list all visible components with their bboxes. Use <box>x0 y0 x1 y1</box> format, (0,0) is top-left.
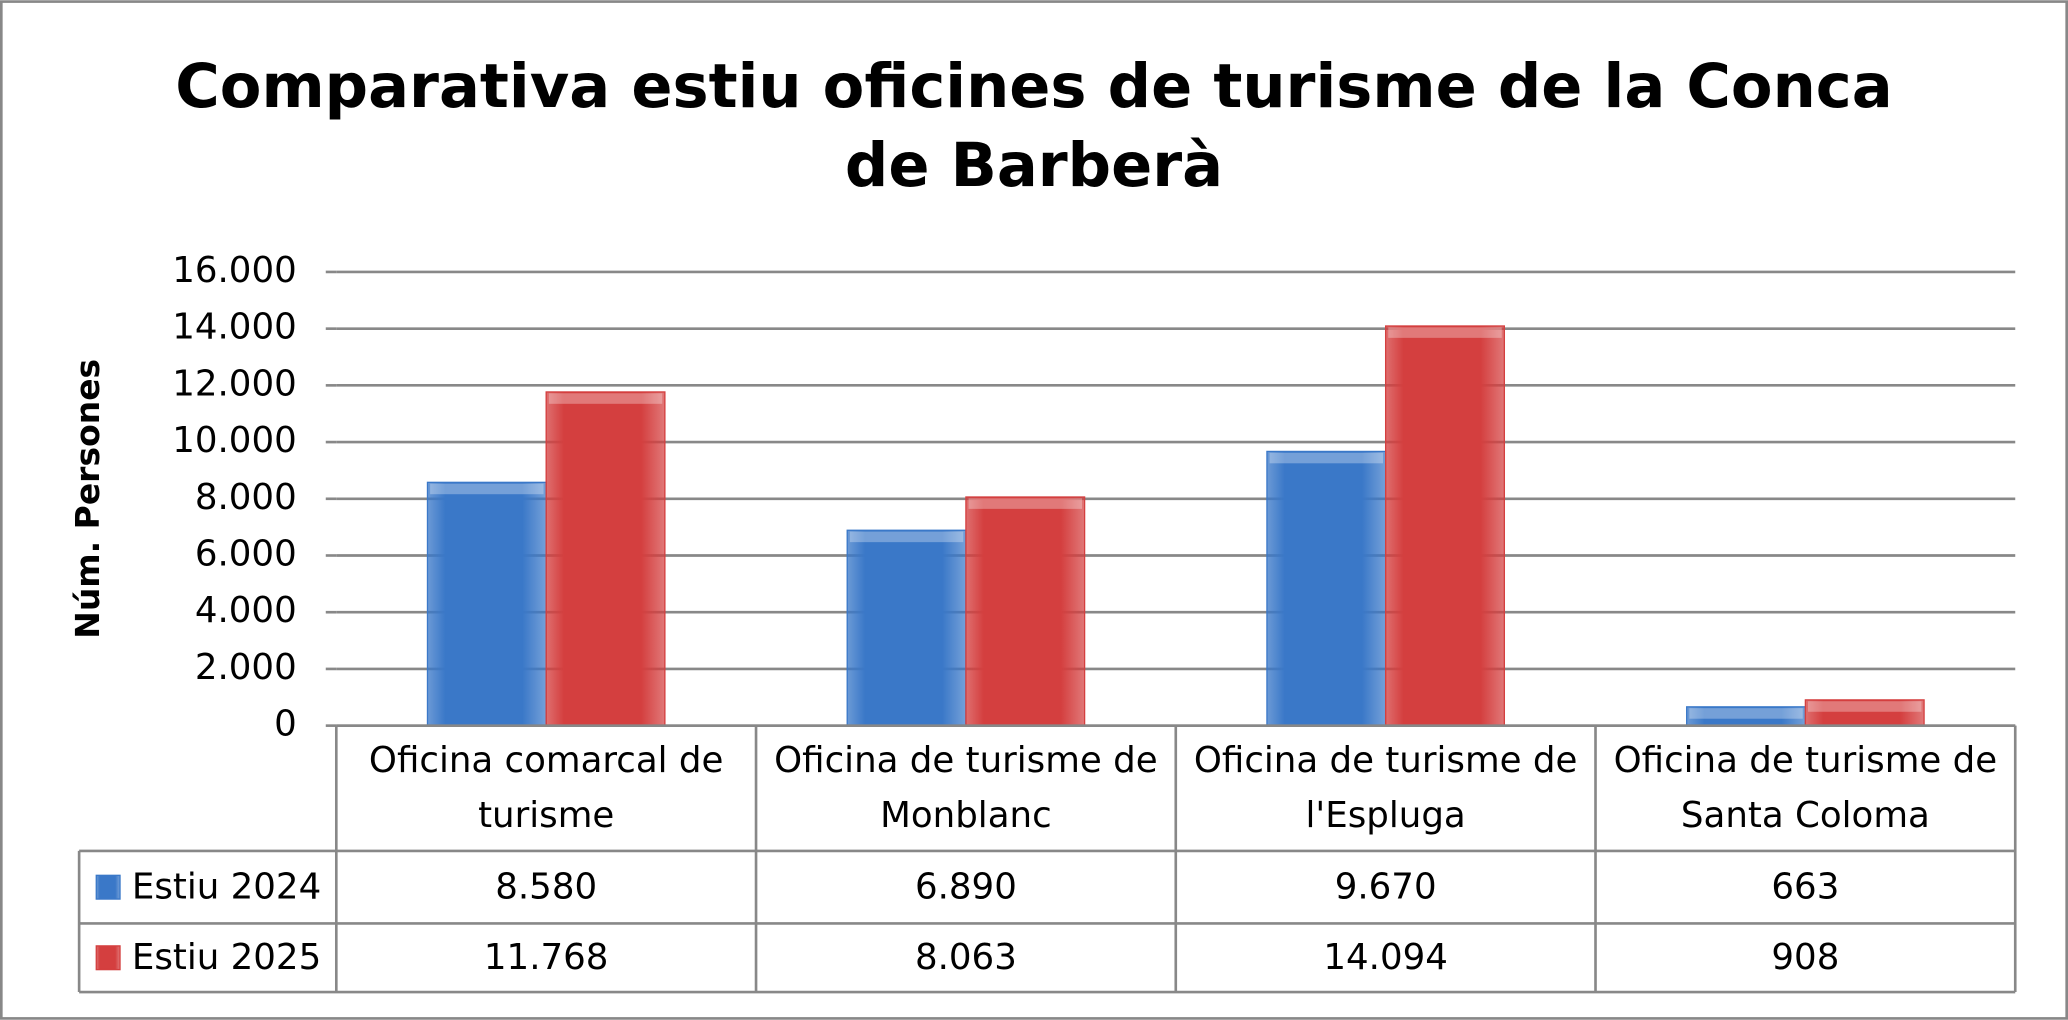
bar-bevel <box>849 531 964 543</box>
data-label: 6.890 <box>915 867 1017 908</box>
bar <box>1266 450 1387 727</box>
bar-bevel <box>1689 708 1803 719</box>
x-tick-label: Oficina comarcal de turisme <box>368 739 724 836</box>
bar-bevel <box>1808 701 1922 712</box>
category-cell: Oficina de turisme de l'Espluga <box>1193 739 1578 836</box>
y-tick-label: 2.000 <box>195 647 297 688</box>
y-tick-label: 12.000 <box>172 363 297 404</box>
data-label: 8.580 <box>495 867 597 908</box>
bar <box>1384 325 1506 727</box>
y-tick-label: 16.000 <box>172 250 297 291</box>
data-label: 908 <box>1771 937 1839 978</box>
data-label: 14.094 <box>1323 937 1448 978</box>
y-tick-label: 14.000 <box>172 307 297 348</box>
category-cell: Oficina de turisme de Monblanc <box>774 739 1158 836</box>
y-tick-label: 4.000 <box>195 590 297 631</box>
legend-label: Estiu 2024 <box>132 867 321 908</box>
legend-label: Estiu 2025 <box>132 937 321 978</box>
bar-bevel <box>548 393 663 404</box>
chart-title: Comparativa estiu oficines de turisme de… <box>175 50 1893 201</box>
category-cell: Oficina de turisme de Santa Coloma <box>1613 739 1998 836</box>
bar-bevel <box>968 498 1082 509</box>
data-label: 8.063 <box>915 937 1017 978</box>
y-tick-label: 0 <box>274 704 297 745</box>
legend-key <box>95 945 121 971</box>
bar-bevel <box>1388 327 1502 338</box>
x-tick-label: Oficina de turisme de Santa Coloma <box>1613 739 1998 836</box>
category-cell: Oficina comarcal de turisme <box>368 739 724 836</box>
y-tick-label: 8.000 <box>195 477 297 518</box>
x-tick-label: Oficina de turisme de Monblanc <box>774 739 1158 836</box>
bar-bevel <box>430 483 544 495</box>
y-tick-label: 6.000 <box>195 534 297 575</box>
data-label: 663 <box>1771 867 1839 908</box>
bar <box>426 481 547 727</box>
legend-key <box>95 874 121 900</box>
bar <box>965 496 1086 727</box>
data-label: 9.670 <box>1335 867 1437 908</box>
bar-bevel <box>1269 452 1384 464</box>
bar <box>545 391 666 727</box>
data-label: 11.768 <box>484 937 609 978</box>
bar <box>846 529 967 727</box>
x-tick-label: Oficina de turisme de l'Espluga <box>1193 739 1578 836</box>
title-box: Comparativa estiu oficines de turisme de… <box>175 50 1893 201</box>
y-axis-title: Núm. Persones <box>68 359 107 639</box>
y-tick-label: 10.000 <box>172 420 297 461</box>
